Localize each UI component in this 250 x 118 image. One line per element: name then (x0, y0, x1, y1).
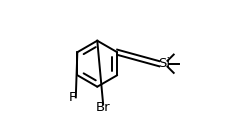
Text: Br: Br (96, 101, 110, 114)
Text: F: F (69, 91, 76, 104)
Text: Si: Si (158, 57, 170, 70)
